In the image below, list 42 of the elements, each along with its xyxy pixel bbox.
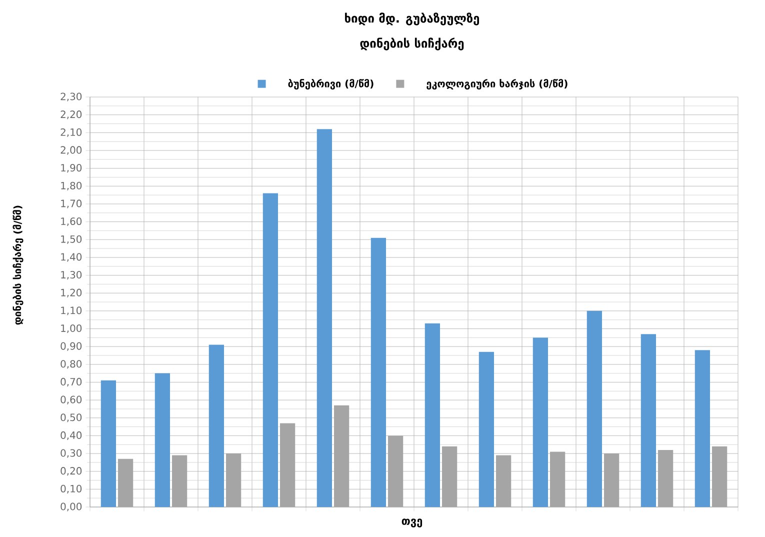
bar: [478, 352, 494, 507]
y-tick-label: 0,60: [60, 396, 82, 404]
bar: [640, 334, 656, 507]
y-tick-label: 1,10: [61, 306, 82, 316]
bar: [154, 373, 170, 507]
bar: [370, 238, 386, 507]
y-tick-label: 0,00: [60, 502, 82, 512]
y-tick-label: 0,30: [60, 449, 82, 458]
bar: [532, 338, 548, 507]
y-tick-label: 0,70: [60, 378, 82, 386]
bar: [316, 129, 332, 507]
y-axis-title: დინების სიჩქარე (მ/წმ): [12, 206, 24, 325]
y-tick-label: 2,00: [60, 146, 82, 155]
chart-title: ხიდი მდ. გუბაზეულზე: [345, 12, 480, 26]
y-tick-label: 1,90: [61, 164, 82, 173]
y-tick-label: 1,80: [61, 182, 82, 190]
y-tick-label: 0,40: [60, 431, 82, 440]
y-tick-label: 1,70: [61, 200, 82, 208]
bar: [100, 380, 116, 507]
legend-label: ბუნებრივი (მ/წმ): [288, 78, 374, 90]
y-tick-label: 1,30: [61, 270, 82, 280]
y-tick-label: 1,50: [61, 235, 82, 244]
bar: [262, 193, 278, 507]
y-tick-label: 0,50: [60, 414, 82, 422]
y-tick-label: 1,00: [61, 324, 82, 334]
y-tick-label: 2,30: [60, 92, 82, 102]
x-axis-title: თვე: [402, 518, 422, 528]
y-tick-label: 0,10: [60, 484, 82, 494]
y-tick-label: 0,90: [60, 342, 82, 351]
bar: [694, 350, 710, 507]
y-tick-label: 1,40: [61, 253, 82, 262]
y-tick-label: 2,20: [60, 110, 82, 120]
y-tick-label: 2,10: [60, 128, 82, 137]
bar: [586, 310, 602, 507]
y-tick-label: 0,80: [60, 360, 82, 369]
y-tick-label: 1,20: [61, 288, 82, 298]
y-tick-label: 1,60: [61, 217, 82, 226]
bar: [424, 323, 440, 507]
y-tick-label: 0,20: [60, 467, 82, 476]
legend-label: ეკოლოგიური ხარჯის (მ/წმ): [426, 78, 568, 90]
bar: [208, 344, 224, 507]
chart-subtitle: დინების სიჩქარე: [360, 38, 464, 50]
